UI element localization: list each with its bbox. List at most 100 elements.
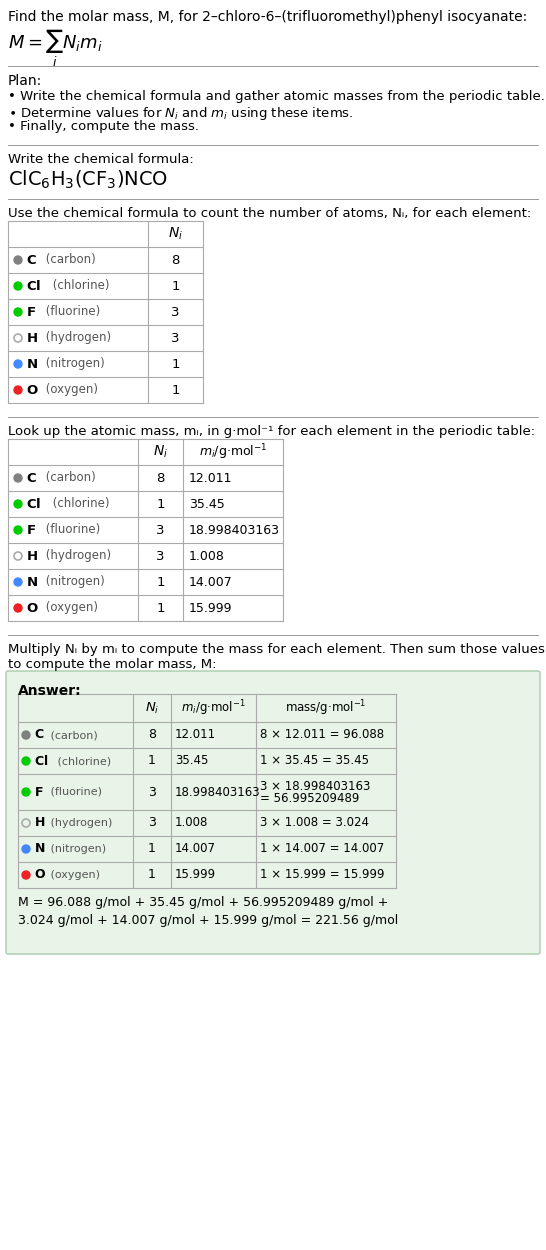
Text: $m_i$/g·mol$^{-1}$: $m_i$/g·mol$^{-1}$ [181,699,246,718]
Text: (fluorine): (fluorine) [41,524,100,536]
Text: (oxygen): (oxygen) [47,870,100,880]
Text: M = 96.088 g/mol + 35.45 g/mol + 56.995209489 g/mol +
3.024 g/mol + 14.007 g/mol: M = 96.088 g/mol + 35.45 g/mol + 56.9952… [18,896,398,928]
Text: (oxygen): (oxygen) [41,601,98,615]
Text: $\mathbf{O}$: $\mathbf{O}$ [26,601,39,615]
Text: 14.007: 14.007 [175,842,216,855]
Text: 18.998403163: 18.998403163 [175,785,260,799]
Text: $M = \sum_i N_i m_i$: $M = \sum_i N_i m_i$ [8,28,103,69]
Text: 1: 1 [171,384,180,396]
Circle shape [14,308,22,316]
Text: 35.45: 35.45 [189,498,225,510]
Circle shape [14,578,22,586]
Text: 8: 8 [148,729,156,741]
Text: (fluorine): (fluorine) [41,305,100,319]
Text: $\mathrm{ClC_6H_3(CF_3)NCO}$: $\mathrm{ClC_6H_3(CF_3)NCO}$ [8,169,168,191]
Text: (chlorine): (chlorine) [49,280,110,292]
Text: (nitrogen): (nitrogen) [47,844,106,854]
Text: Use the chemical formula to count the number of atoms, Nᵢ, for each element:: Use the chemical formula to count the nu… [8,208,531,220]
Text: $\mathbf{F}$: $\mathbf{F}$ [26,524,36,536]
Text: 1.008: 1.008 [175,816,209,830]
Text: 3: 3 [171,331,180,345]
FancyBboxPatch shape [6,671,540,954]
Circle shape [14,360,22,368]
Text: • Finally, compute the mass.: • Finally, compute the mass. [8,120,199,132]
Text: Plan:: Plan: [8,74,42,88]
Text: $\mathbf{H}$: $\mathbf{H}$ [26,331,38,345]
Text: 15.999: 15.999 [175,869,216,881]
Text: (fluorine): (fluorine) [47,788,102,798]
Text: 1: 1 [156,601,165,615]
Text: $\mathbf{N}$: $\mathbf{N}$ [26,575,38,589]
Text: Answer:: Answer: [18,684,81,698]
Text: $\mathbf{C}$: $\mathbf{C}$ [26,471,37,485]
Text: Write the chemical formula:: Write the chemical formula: [8,152,194,166]
Text: 3: 3 [156,550,165,562]
Text: $\mathbf{C}$: $\mathbf{C}$ [26,254,37,266]
Text: mass/g·mol$^{-1}$: mass/g·mol$^{-1}$ [285,699,367,718]
Text: 1 × 14.007 = 14.007: 1 × 14.007 = 14.007 [260,842,384,855]
Text: 1 × 35.45 = 35.45: 1 × 35.45 = 35.45 [260,755,369,768]
Circle shape [14,282,22,290]
Text: 1: 1 [171,280,180,292]
Text: $\mathbf{Cl}$: $\mathbf{Cl}$ [26,279,41,292]
Circle shape [14,474,22,482]
Text: 1: 1 [148,869,156,881]
Text: $\mathbf{O}$: $\mathbf{O}$ [34,869,46,881]
Text: 1.008: 1.008 [189,550,225,562]
Circle shape [14,500,22,508]
Text: $N_i$: $N_i$ [153,444,168,460]
Text: 8 × 12.011 = 96.088: 8 × 12.011 = 96.088 [260,729,384,741]
Text: 18.998403163: 18.998403163 [189,524,280,536]
Text: 12.011: 12.011 [175,729,216,741]
Text: $m_i$/g·mol$^{-1}$: $m_i$/g·mol$^{-1}$ [199,442,268,461]
Text: 3 × 1.008 = 3.024: 3 × 1.008 = 3.024 [260,816,369,830]
Text: Find the molar mass, M, for 2–chloro-6–(trifluoromethyl)phenyl isocyanate:: Find the molar mass, M, for 2–chloro-6–(… [8,10,527,24]
Text: $\mathbf{N}$: $\mathbf{N}$ [34,842,45,855]
Text: 8: 8 [156,471,165,485]
Text: (nitrogen): (nitrogen) [41,357,104,370]
Text: 3: 3 [156,524,165,536]
Circle shape [14,386,22,394]
Circle shape [22,845,30,852]
Text: (chlorine): (chlorine) [49,498,110,510]
Text: 1: 1 [156,575,165,589]
Text: 1: 1 [156,498,165,510]
Text: (hydrogen): (hydrogen) [41,550,111,562]
Text: • Write the chemical formula and gather atomic masses from the periodic table.: • Write the chemical formula and gather … [8,90,545,103]
Text: $\mathbf{O}$: $\mathbf{O}$ [26,384,39,396]
Text: $\mathbf{N}$: $\mathbf{N}$ [26,357,38,370]
Text: $\mathbf{F}$: $\mathbf{F}$ [26,305,36,319]
Text: (chlorine): (chlorine) [54,756,111,766]
Text: $N_i$: $N_i$ [145,700,159,715]
Text: $\bullet$ Determine values for $N_i$ and $m_i$ using these items.: $\bullet$ Determine values for $N_i$ and… [8,105,354,122]
Text: Look up the atomic mass, mᵢ, in g·mol⁻¹ for each element in the periodic table:: Look up the atomic mass, mᵢ, in g·mol⁻¹ … [8,425,535,438]
Text: $\mathbf{H}$: $\mathbf{H}$ [34,816,45,830]
Text: 14.007: 14.007 [189,575,233,589]
Text: 3: 3 [171,305,180,319]
Text: 3 × 18.998403163: 3 × 18.998403163 [260,780,370,792]
Text: 12.011: 12.011 [189,471,233,485]
Text: $N_i$: $N_i$ [168,226,183,242]
Text: 1: 1 [148,842,156,855]
Text: (carbon): (carbon) [47,730,98,740]
Text: 1: 1 [171,357,180,370]
Text: 1 × 15.999 = 15.999: 1 × 15.999 = 15.999 [260,869,384,881]
Text: 1: 1 [148,755,156,768]
Text: 35.45: 35.45 [175,755,209,768]
Text: 8: 8 [171,254,180,266]
Text: $\mathbf{Cl}$: $\mathbf{Cl}$ [34,754,48,768]
Circle shape [22,731,30,739]
Text: (hydrogen): (hydrogen) [47,818,112,828]
Text: = 56.995209489: = 56.995209489 [260,791,359,805]
Circle shape [14,526,22,534]
Circle shape [22,758,30,765]
Text: (carbon): (carbon) [41,471,95,485]
Circle shape [22,871,30,879]
Text: (hydrogen): (hydrogen) [41,331,111,345]
Text: $\mathbf{C}$: $\mathbf{C}$ [34,729,44,741]
Text: $\mathbf{F}$: $\mathbf{F}$ [34,785,44,799]
Text: $\mathbf{H}$: $\mathbf{H}$ [26,550,38,562]
Circle shape [14,256,22,264]
Text: 3: 3 [148,816,156,830]
Text: Multiply Nᵢ by mᵢ to compute the mass for each element. Then sum those values
to: Multiply Nᵢ by mᵢ to compute the mass fo… [8,642,545,671]
